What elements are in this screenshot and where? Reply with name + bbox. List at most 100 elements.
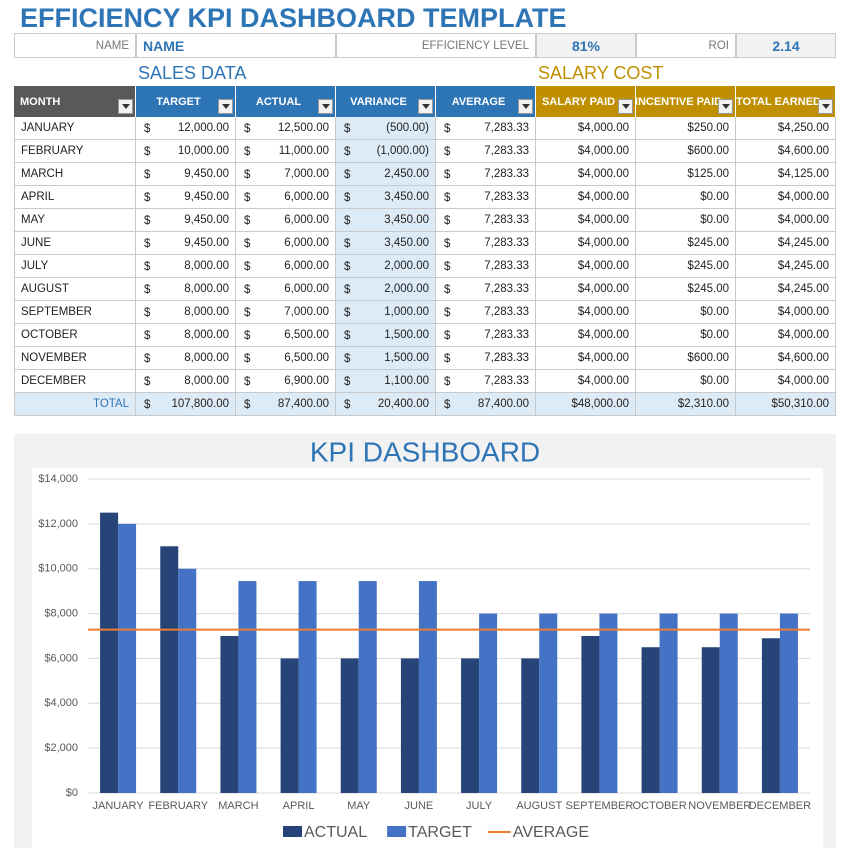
currency-symbol: $ <box>344 191 351 204</box>
value-cell: $4,600.00 <box>736 347 836 370</box>
bar <box>761 638 780 793</box>
x-tick-label: MAY <box>347 800 371 812</box>
value-cell: $245.00 <box>636 255 736 278</box>
x-tick-label: FEBRUARY <box>148 800 208 812</box>
value-cell: $245.00 <box>636 232 736 255</box>
month-cell: OCTOBER <box>14 324 136 347</box>
month-cell: MAY <box>14 209 136 232</box>
value-cell: 7,283.33 <box>436 324 536 347</box>
filter-button[interactable] <box>218 99 233 114</box>
bar <box>461 658 480 793</box>
currency-symbol: $ <box>344 375 351 388</box>
month-cell: DECEMBER <box>14 370 136 393</box>
bar <box>358 581 377 793</box>
y-tick-label: $4,000 <box>44 697 78 709</box>
value-cell: $600.00 <box>636 140 736 163</box>
value-cell: 7,283.33 <box>436 232 536 255</box>
value-cell: 7,283.33 <box>436 186 536 209</box>
currency-symbol: $ <box>344 122 351 135</box>
currency-symbol: $ <box>344 145 351 158</box>
value-cell: $0.00 <box>636 370 736 393</box>
value-cell: 8,000.00 <box>136 324 236 347</box>
legend-label: ACTUAL <box>304 824 367 841</box>
x-tick-label: JULY <box>466 800 493 812</box>
currency-symbol: $ <box>244 375 251 388</box>
value-cell: 7,283.33 <box>436 370 536 393</box>
value-cell: 6,000.00 <box>236 209 336 232</box>
value-cell: $0.00 <box>636 301 736 324</box>
bar <box>719 613 738 793</box>
bar <box>479 613 498 793</box>
value-cell: $4,600.00 <box>736 140 836 163</box>
currency-symbol: $ <box>244 283 251 296</box>
filter-button[interactable] <box>418 99 433 114</box>
value-cell: 8,000.00 <box>136 255 236 278</box>
value-cell: 1,100.00 <box>336 370 436 393</box>
value-cell: $0.00 <box>636 186 736 209</box>
x-tick-label: OCTOBER <box>632 800 686 812</box>
month-cell: APRIL <box>14 186 136 209</box>
value-cell: $0.00 <box>636 324 736 347</box>
currency-symbol: $ <box>344 237 351 250</box>
bar <box>581 636 600 793</box>
filter-button[interactable] <box>318 99 333 114</box>
currency-symbol: $ <box>444 122 451 135</box>
filter-button[interactable] <box>518 99 533 114</box>
value-cell: 2,450.00 <box>336 163 436 186</box>
currency-symbol: $ <box>144 122 151 135</box>
bar <box>539 613 558 793</box>
value-cell: 20,400.00 <box>336 393 436 416</box>
legend-swatch <box>283 826 302 837</box>
currency-symbol: $ <box>344 352 351 365</box>
filter-button[interactable] <box>618 99 633 114</box>
filter-button[interactable] <box>718 99 733 114</box>
value-cell: 9,450.00 <box>136 232 236 255</box>
y-tick-label: $6,000 <box>44 652 78 664</box>
filter-button[interactable] <box>818 99 833 114</box>
value-cell: 6,500.00 <box>236 347 336 370</box>
currency-symbol: $ <box>144 352 151 365</box>
currency-symbol: $ <box>244 122 251 135</box>
value-cell: 7,283.33 <box>436 255 536 278</box>
value-cell: 1,500.00 <box>336 324 436 347</box>
y-tick-label: $14,000 <box>38 473 78 485</box>
section-label: SALES DATA <box>138 62 247 83</box>
bar <box>701 647 720 793</box>
value-cell: $125.00 <box>636 163 736 186</box>
bar <box>418 581 437 793</box>
value-cell: $48,000.00 <box>536 393 636 416</box>
value-cell: 87,400.00 <box>436 393 536 416</box>
value-cell: $4,000.00 <box>536 370 636 393</box>
value-cell: 6,000.00 <box>236 255 336 278</box>
y-tick-label: $0 <box>66 787 78 799</box>
month-cell: FEBRUARY <box>14 140 136 163</box>
currency-symbol: $ <box>344 260 351 273</box>
filter-button[interactable] <box>118 99 133 114</box>
value-cell: $245.00 <box>636 278 736 301</box>
currency-symbol: $ <box>144 306 151 319</box>
value-cell: $50,310.00 <box>736 393 836 416</box>
x-tick-label: SEPTEMBER <box>565 800 633 812</box>
bar <box>118 523 137 793</box>
currency-symbol: $ <box>444 145 451 158</box>
currency-symbol: $ <box>144 191 151 204</box>
value-cell: $4,245.00 <box>736 232 836 255</box>
currency-symbol: $ <box>244 168 251 181</box>
legend-swatch <box>387 826 407 837</box>
value-cell: $4,000.00 <box>736 370 836 393</box>
value-cell: 7,283.33 <box>436 163 536 186</box>
name-label: NAME <box>14 33 136 58</box>
section-label: SALARY COST <box>538 62 664 83</box>
x-tick-label: DECEMBER <box>749 800 811 812</box>
legend-label: TARGET <box>408 824 472 841</box>
value-cell: 7,000.00 <box>236 163 336 186</box>
value-cell: 6,000.00 <box>236 186 336 209</box>
value-cell: 6,000.00 <box>236 232 336 255</box>
value-cell: 107,800.00 <box>136 393 236 416</box>
currency-symbol: $ <box>144 260 151 273</box>
legend-label: AVERAGE <box>513 824 589 841</box>
value-cell: $250.00 <box>636 117 736 140</box>
value-cell: $4,000.00 <box>536 140 636 163</box>
currency-symbol: $ <box>344 214 351 227</box>
value-cell: 8,000.00 <box>136 301 236 324</box>
